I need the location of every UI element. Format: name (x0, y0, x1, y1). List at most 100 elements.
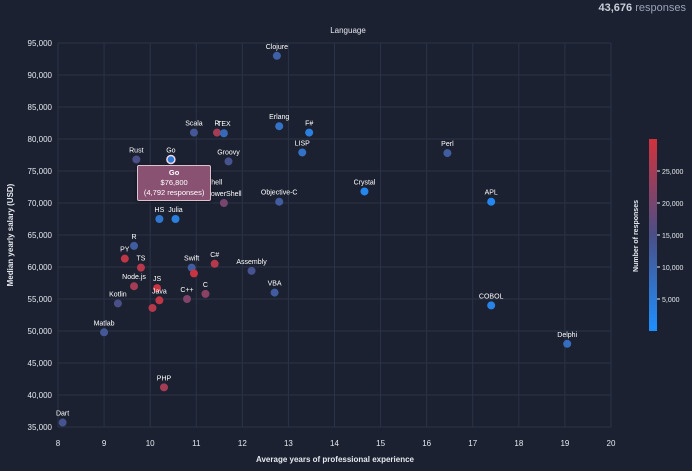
hover-tooltip: Go $76,800 (4,792 responses) (136, 165, 212, 202)
data-point[interactable] (58, 418, 67, 427)
data-point[interactable] (130, 282, 139, 291)
point-label: Swift (184, 256, 199, 263)
point-label: Crystal (354, 179, 376, 186)
data-point[interactable] (219, 129, 228, 138)
tooltip-title: Go (168, 168, 180, 178)
y-tick-label: 45,000 (28, 359, 53, 368)
point-label: Matlab (94, 320, 115, 327)
data-point[interactable] (136, 263, 145, 272)
point-label: Dart (56, 411, 69, 418)
data-point[interactable] (487, 197, 496, 206)
x-axis-title: Average years of professional experience (256, 455, 415, 464)
data-point[interactable] (130, 241, 139, 250)
grid (57, 42, 612, 428)
data-point[interactable] (183, 295, 192, 303)
x-tick-label: 18 (514, 439, 523, 448)
point-label: HS (155, 207, 165, 214)
x-axis-ticks: 8 9 10 11 12 13 14 15 16 17 18 19 20 (56, 439, 616, 448)
data-point[interactable] (270, 288, 279, 297)
data-point[interactable] (210, 259, 219, 268)
data-point[interactable] (443, 149, 452, 158)
point-label: Delphi (557, 332, 577, 339)
colorbar-tick-label: 25,000 (662, 169, 684, 176)
point-label: APL (485, 190, 498, 197)
data-point[interactable] (153, 284, 162, 293)
point-label: R (132, 234, 137, 241)
data-point[interactable] (247, 266, 256, 275)
x-tick-label: 19 (560, 439, 569, 448)
data-point[interactable] (148, 303, 157, 312)
point-label: PY (120, 247, 130, 254)
x-tick-label: 14 (330, 439, 339, 448)
y-tick-label: 35,000 (28, 423, 53, 432)
data-point[interactable] (298, 148, 307, 157)
x-tick-label: 12 (238, 439, 247, 448)
chart-title: Language (330, 26, 366, 35)
y-tick-label: 55,000 (28, 295, 53, 304)
y-axis-title: Median yearly salary (USD) (6, 183, 15, 286)
point-label: Julia (168, 207, 183, 214)
y-tick-label: 80,000 (28, 135, 53, 144)
point-label: VBA (268, 281, 282, 288)
point-label: PowerShell (206, 191, 242, 198)
point-label: Groovy (217, 149, 240, 156)
point-label: Perl (441, 141, 454, 148)
data-point[interactable] (212, 128, 221, 137)
colorbar-gradient (649, 139, 657, 331)
colorbar-tick-label: 5,000 (662, 297, 680, 304)
point-label: Node.js (122, 274, 146, 281)
x-tick-label: 11 (192, 439, 201, 448)
data-point[interactable] (219, 199, 228, 207)
point-label: Rust (129, 147, 143, 154)
data-point[interactable] (155, 296, 164, 305)
y-tick-label: 95,000 (28, 39, 53, 48)
data-point[interactable] (305, 128, 314, 137)
data-point[interactable] (189, 269, 198, 278)
data-point[interactable] (189, 128, 198, 137)
point-label: Kotlin (109, 291, 127, 298)
point-label: TEX (217, 121, 231, 128)
y-tick-label: 75,000 (28, 167, 53, 176)
x-tick-label: 8 (56, 439, 61, 448)
y-tick-label: 65,000 (28, 231, 53, 240)
data-point[interactable] (275, 197, 284, 206)
data-point[interactable] (113, 299, 122, 308)
tooltip-salary: $76,800 (160, 178, 188, 188)
data-point[interactable] (224, 157, 233, 166)
point-label: F# (305, 121, 313, 128)
y-tick-label: 90,000 (28, 71, 53, 80)
data-point[interactable] (275, 122, 284, 131)
x-tick-label: 16 (422, 439, 431, 448)
data-point[interactable] (487, 301, 496, 310)
point-label: Objective-C (261, 190, 298, 197)
data-point[interactable] (272, 51, 281, 60)
data-point[interactable] (132, 155, 141, 164)
point-label: C++ (180, 287, 193, 294)
data-point[interactable] (563, 339, 572, 348)
data-point[interactable] (155, 215, 164, 223)
point-label: LISP (295, 140, 311, 147)
point-label: Java (152, 288, 167, 295)
point-label: JS (153, 276, 162, 283)
data-point[interactable] (201, 289, 210, 298)
responses-number: 43,676 (598, 2, 633, 14)
point-label: C (203, 282, 208, 289)
colorbar-tick-label: 15,000 (662, 233, 684, 240)
y-tick-label: 50,000 (28, 327, 53, 336)
data-point[interactable] (171, 215, 180, 223)
y-tick-label: 40,000 (28, 391, 53, 400)
colorbar-title: Number of responses (633, 200, 640, 272)
responses-label: responses (635, 2, 686, 14)
data-point[interactable] (360, 187, 369, 196)
y-tick-label: 60,000 (28, 263, 53, 272)
data-point[interactable] (159, 383, 168, 392)
colorbar-tick-label: 20,000 (662, 201, 684, 208)
data-point[interactable] (120, 254, 129, 263)
data-point[interactable] (100, 328, 109, 337)
point-label: COBOL (479, 293, 504, 300)
point-label: Clojure (266, 44, 288, 51)
point-label: Go (166, 147, 175, 154)
data-point[interactable] (166, 154, 176, 165)
